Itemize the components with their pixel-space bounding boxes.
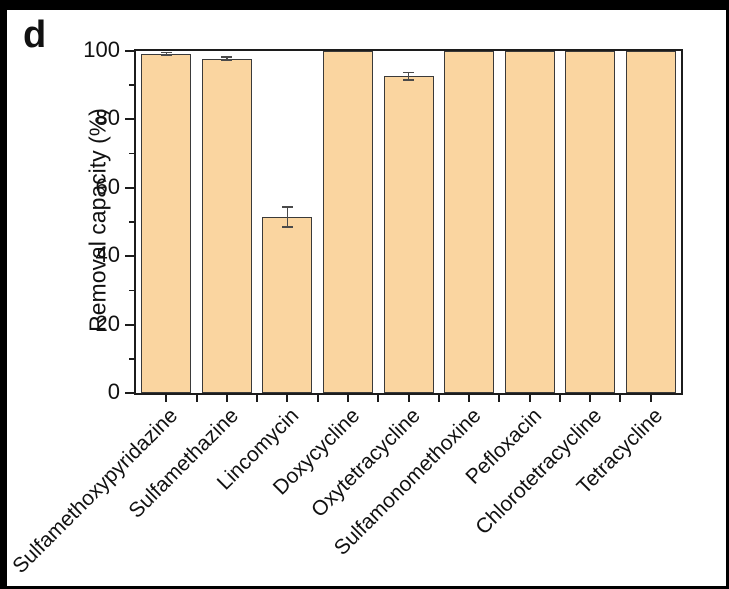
x-tick (316, 393, 319, 402)
x-tick (528, 393, 531, 402)
y-minor-tick (129, 289, 134, 292)
y-minor-tick (129, 152, 134, 155)
panel-label: d (23, 14, 47, 56)
plot-area (125, 49, 683, 402)
y-minor-tick (129, 221, 134, 223)
y-major-tick (125, 50, 134, 52)
x-tick (468, 393, 471, 402)
x-tick (165, 393, 168, 402)
x-tick (649, 393, 652, 402)
x-tick (498, 393, 501, 402)
x-tick (619, 393, 622, 402)
bar-pefloxacin (504, 51, 555, 393)
bar-sulfamethoxypyridazine (141, 53, 192, 393)
y-tick-label: 100 (83, 37, 120, 62)
error-bar-line (165, 52, 168, 56)
error-bar-cap-top (221, 56, 233, 58)
figure-canvas: d Removal capacity (%) 0 20 40 60 80 100 Sulfa… (7, 10, 726, 586)
bar-oxytetracycline (383, 76, 434, 393)
x-tick-label-oxytetracycline: Oxytetracycline (306, 404, 425, 522)
y-tick-label: 20 (95, 310, 120, 336)
y-tick-label: 0 (107, 379, 120, 404)
error-bar-line (407, 72, 410, 81)
error-bar-cap-bottom (221, 59, 233, 61)
x-tick (377, 393, 380, 402)
error-bar-cap-top (160, 51, 172, 54)
y-tick-label: 60 (95, 173, 120, 199)
y-tick-label: 40 (95, 242, 120, 268)
error-bar-cap-bottom (403, 79, 414, 81)
bar-sulfamonomethoxine (444, 51, 495, 393)
bar-chlorotetracycline (565, 51, 616, 393)
y-major-tick (125, 118, 134, 121)
bar-sulfamethazine (201, 58, 252, 393)
y-minor-tick (129, 84, 134, 86)
error-bar-line (226, 56, 228, 61)
x-tick (195, 393, 198, 402)
error-bar-line (286, 206, 289, 228)
x-tick (558, 393, 561, 402)
x-tick (589, 393, 592, 402)
x-tick (437, 393, 440, 402)
y-tick-label: 80 (95, 105, 120, 131)
error-bar-cap-bottom (281, 226, 293, 228)
x-tick (225, 393, 228, 402)
bar-doxycycline (322, 51, 373, 393)
y-major-tick (125, 323, 134, 326)
y-major-tick (125, 186, 134, 189)
y-axis-title: Removal capacity (%) (84, 108, 111, 332)
x-tick (256, 393, 259, 402)
bar-lincomycin (262, 216, 313, 393)
x-tick (286, 393, 289, 402)
x-tick (407, 393, 410, 402)
x-tick (346, 393, 349, 402)
bar-tetracycline (625, 51, 676, 393)
error-bar-cap-top (403, 71, 414, 74)
error-bar-cap-bottom (160, 54, 172, 56)
y-major-tick (125, 255, 134, 258)
y-minor-tick (129, 358, 134, 360)
y-major-tick (125, 392, 134, 394)
error-bar-cap-top (281, 206, 293, 208)
